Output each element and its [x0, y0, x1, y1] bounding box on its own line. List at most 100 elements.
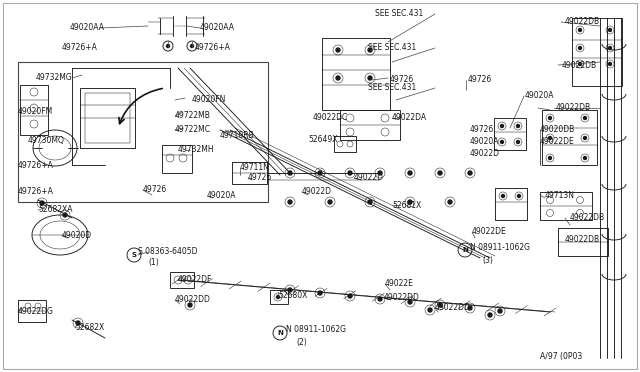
Text: 49020DB: 49020DB [540, 125, 575, 135]
Text: 49022DE: 49022DE [540, 138, 575, 147]
Text: 49022DC: 49022DC [313, 113, 348, 122]
Circle shape [368, 200, 372, 204]
Text: 49726+A: 49726+A [62, 42, 98, 51]
Text: 49022D: 49022D [354, 173, 384, 183]
Bar [20, 85, 48, 135]
Circle shape [368, 48, 372, 52]
Text: 49730MQ: 49730MQ [28, 135, 65, 144]
Circle shape [288, 288, 292, 292]
Circle shape [318, 291, 322, 295]
Circle shape [408, 300, 412, 304]
Text: 49732MH: 49732MH [178, 145, 214, 154]
Bar [232, 162, 267, 184]
Circle shape [468, 306, 472, 310]
Circle shape [348, 294, 352, 298]
Circle shape [318, 171, 322, 175]
Circle shape [288, 171, 292, 175]
Text: (1): (1) [148, 259, 159, 267]
Text: 49020FN: 49020FN [192, 96, 227, 105]
Text: 49726: 49726 [143, 186, 167, 195]
Text: 49726+A: 49726+A [18, 160, 54, 170]
Text: 49020A: 49020A [207, 192, 237, 201]
Circle shape [584, 157, 586, 160]
Text: 49022DB: 49022DB [556, 103, 591, 112]
Circle shape [516, 125, 520, 128]
Circle shape [438, 171, 442, 175]
Text: 49020AA: 49020AA [70, 23, 105, 32]
Text: 49022DA: 49022DA [392, 113, 427, 122]
Circle shape [468, 171, 472, 175]
Text: 49022D: 49022D [302, 187, 332, 196]
Circle shape [584, 116, 586, 119]
Circle shape [609, 46, 611, 49]
Text: 52649X: 52649X [308, 135, 338, 144]
Circle shape [368, 76, 372, 80]
Text: 49022D: 49022D [470, 150, 500, 158]
Circle shape [609, 62, 611, 65]
Bar [542, 110, 597, 165]
Text: 49022DF: 49022DF [178, 276, 212, 285]
Bar [494, 118, 526, 150]
Text: 49022E: 49022E [385, 279, 414, 289]
Text: 49020A: 49020A [525, 92, 554, 100]
Text: 49022DB: 49022DB [565, 17, 600, 26]
Circle shape [63, 213, 67, 217]
Text: 49726: 49726 [468, 76, 492, 84]
Bar [495, 188, 527, 220]
Bar [85, 93, 130, 143]
Text: 49020AA: 49020AA [200, 23, 235, 32]
Circle shape [448, 200, 452, 204]
Circle shape [76, 321, 80, 325]
Text: N 08911-1062G: N 08911-1062G [286, 326, 346, 334]
Circle shape [548, 157, 552, 160]
Text: 52680X: 52680X [278, 292, 307, 301]
Bar [322, 38, 390, 110]
Circle shape [502, 195, 504, 198]
Bar [270, 290, 288, 304]
Text: 49711N: 49711N [240, 164, 270, 173]
Circle shape [488, 313, 492, 317]
Bar [340, 110, 400, 140]
Circle shape [609, 29, 611, 32]
Text: N: N [462, 247, 468, 253]
Text: 49710RB: 49710RB [220, 131, 255, 141]
Text: (2): (2) [296, 337, 307, 346]
Bar [540, 192, 592, 220]
Circle shape [428, 308, 432, 312]
Text: 49722MC: 49722MC [175, 125, 211, 135]
Text: 52682X: 52682X [75, 324, 104, 333]
Circle shape [166, 45, 170, 48]
Bar [334, 136, 356, 152]
Circle shape [188, 303, 192, 307]
Bar [572, 18, 622, 86]
Circle shape [336, 48, 340, 52]
Text: 52681X: 52681X [392, 201, 421, 209]
Circle shape [408, 171, 412, 175]
Circle shape [500, 141, 504, 144]
Text: 49022DG: 49022DG [18, 308, 54, 317]
Text: A/97 (0P03: A/97 (0P03 [540, 352, 582, 360]
Text: 49726+A: 49726+A [18, 187, 54, 196]
Text: 49732MG: 49732MG [35, 74, 72, 83]
Text: 49022DD: 49022DD [175, 295, 211, 305]
Text: 49022DB: 49022DB [570, 214, 605, 222]
Circle shape [40, 201, 44, 205]
Circle shape [328, 200, 332, 204]
Bar [558, 228, 608, 256]
Text: N: N [277, 330, 283, 336]
Circle shape [516, 141, 520, 144]
Bar [162, 145, 192, 173]
Circle shape [518, 195, 520, 198]
Text: 49022DD: 49022DD [384, 294, 420, 302]
Circle shape [438, 303, 442, 307]
Bar [18, 62, 268, 202]
Text: S: S [131, 252, 136, 258]
Text: 49726+A: 49726+A [195, 42, 231, 51]
Circle shape [408, 200, 412, 204]
Circle shape [276, 295, 280, 298]
Circle shape [191, 45, 193, 48]
Text: 49713N: 49713N [545, 190, 575, 199]
Circle shape [336, 76, 340, 80]
Circle shape [584, 137, 586, 140]
Circle shape [579, 62, 582, 65]
